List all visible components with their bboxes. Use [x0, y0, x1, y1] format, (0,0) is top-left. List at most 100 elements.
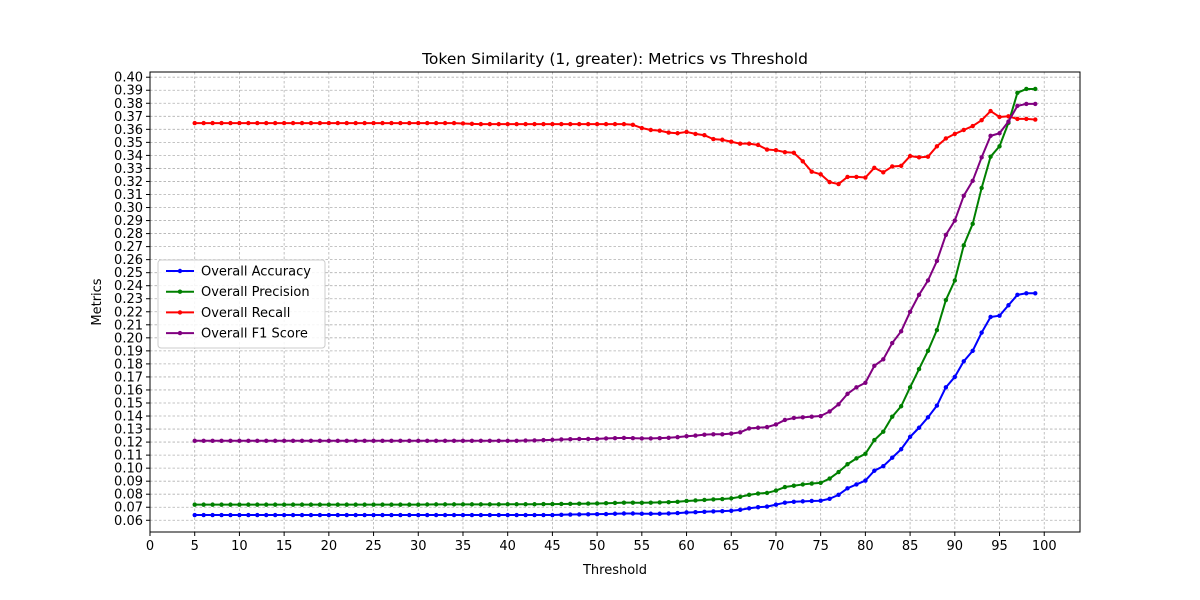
data-point	[782, 500, 788, 505]
data-point	[925, 154, 931, 159]
y-tick-label: 0.31	[114, 188, 143, 203]
data-point	[1033, 117, 1038, 122]
data-point	[961, 127, 966, 133]
data-point	[246, 502, 251, 507]
data-point	[210, 438, 215, 443]
data-point	[272, 512, 278, 518]
x-tick-label: 30	[410, 539, 427, 554]
data-point	[362, 502, 367, 507]
data-point	[255, 438, 260, 443]
data-point	[442, 120, 448, 126]
x-tick-label: 35	[455, 539, 472, 554]
data-point	[478, 121, 484, 127]
y-tick-label: 0.40	[114, 71, 143, 86]
data-point	[997, 144, 1002, 149]
data-point	[433, 512, 439, 518]
data-point	[362, 512, 367, 518]
data-point	[317, 512, 323, 518]
data-point	[219, 120, 224, 126]
data-point	[326, 438, 332, 443]
data-point	[898, 163, 904, 169]
data-point	[890, 455, 895, 460]
data-point	[308, 512, 314, 518]
data-point	[943, 232, 949, 238]
data-point	[550, 121, 555, 127]
data-point	[988, 314, 993, 320]
data-point	[854, 174, 859, 180]
data-point	[425, 120, 430, 126]
data-point	[559, 437, 564, 442]
x-tick-label: 50	[589, 539, 606, 554]
data-point	[237, 512, 242, 518]
x-tick-label: 100	[1032, 539, 1057, 554]
data-point	[746, 506, 752, 511]
data-point	[523, 121, 528, 127]
legend-label: Overall Precision	[201, 285, 310, 300]
data-point	[371, 120, 376, 126]
y-tick-label: 0.08	[114, 488, 143, 503]
data-point	[433, 120, 439, 126]
data-point	[255, 512, 260, 518]
data-point	[702, 432, 707, 437]
data-point	[478, 502, 484, 507]
data-point	[290, 438, 296, 443]
data-point	[201, 120, 206, 126]
data-point	[272, 120, 278, 126]
data-point	[559, 501, 564, 507]
data-point	[478, 512, 484, 518]
data-point	[237, 502, 242, 507]
data-point	[898, 329, 904, 334]
y-tick-label: 0.13	[114, 423, 143, 438]
data-point	[577, 501, 582, 506]
data-point	[228, 502, 233, 507]
data-point	[237, 120, 242, 126]
data-point	[442, 512, 448, 518]
data-point	[836, 492, 841, 498]
data-point	[845, 391, 850, 397]
data-point	[228, 512, 233, 518]
x-tick-label: 5	[191, 539, 199, 554]
data-point	[228, 438, 233, 443]
data-point	[451, 438, 457, 443]
data-point	[1033, 101, 1038, 107]
data-point	[416, 120, 421, 126]
data-point	[201, 438, 206, 443]
data-point	[809, 498, 814, 504]
data-point	[746, 426, 752, 431]
x-tick-label: 20	[321, 539, 338, 554]
data-point	[881, 170, 886, 175]
data-point	[737, 507, 743, 513]
data-point	[818, 172, 823, 177]
data-point	[317, 438, 323, 443]
data-point	[827, 476, 832, 481]
data-point	[961, 359, 966, 364]
grid	[149, 72, 1080, 532]
data-point	[192, 502, 197, 507]
x-tick-label: 25	[365, 539, 382, 554]
data-point	[711, 509, 716, 514]
data-point	[550, 437, 555, 443]
data-point	[800, 159, 805, 164]
y-axis: 0.060.070.080.090.100.110.120.130.140.15…	[114, 71, 150, 529]
data-point	[907, 434, 913, 440]
data-point	[210, 120, 215, 126]
data-point	[773, 502, 779, 507]
data-point	[487, 438, 493, 443]
data-point	[594, 121, 600, 127]
data-point	[496, 502, 501, 507]
data-point	[809, 481, 814, 486]
data-point	[711, 136, 716, 142]
data-point	[737, 430, 743, 435]
data-point	[317, 502, 323, 507]
data-point	[568, 501, 573, 507]
data-point	[371, 438, 376, 443]
data-point	[532, 502, 537, 507]
data-point	[451, 120, 457, 126]
data-point	[800, 499, 805, 504]
data-point	[657, 511, 662, 516]
x-tick-label: 15	[276, 539, 293, 554]
data-point	[755, 491, 761, 496]
data-point	[237, 438, 242, 443]
data-point	[407, 502, 412, 507]
